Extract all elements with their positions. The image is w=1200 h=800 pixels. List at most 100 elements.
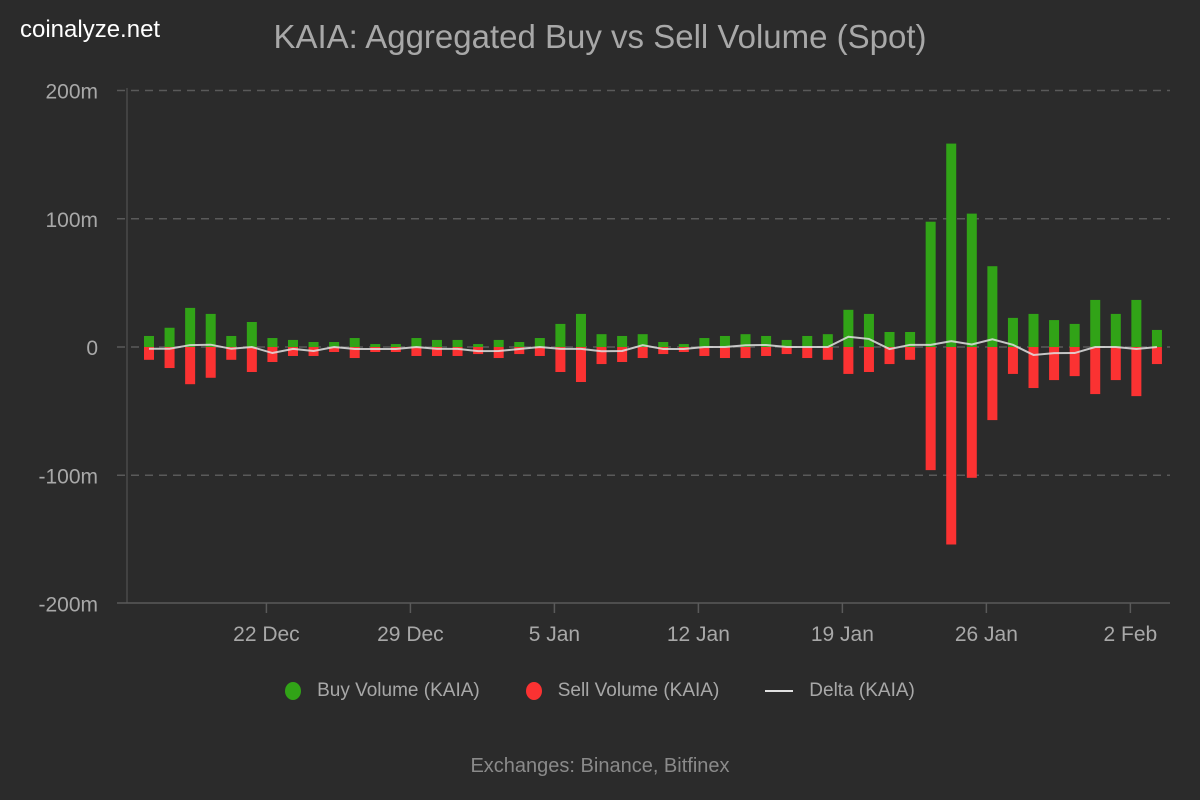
buy-bar: [740, 334, 751, 347]
sell-bar: [658, 347, 669, 355]
buy-bar: [1049, 320, 1060, 347]
sell-bar: [452, 347, 463, 356]
buy-bar: [1007, 317, 1018, 347]
legend-item-sell[interactable]: Sell Volume (KAIA): [525, 680, 720, 702]
buy-bar: [843, 309, 854, 347]
buy-bar: [946, 143, 957, 347]
buy-bar: [370, 344, 381, 347]
buy-bar: [452, 339, 463, 347]
buy-bar: [246, 321, 257, 347]
buy-bar: [534, 338, 545, 347]
buy-bar: [863, 313, 874, 347]
buy-bar: [637, 334, 648, 347]
sell-bar: [1131, 347, 1142, 397]
sell-bar: [267, 347, 278, 363]
buy-bar: [555, 323, 566, 347]
buy-bar: [802, 335, 813, 347]
sell-bar: [349, 347, 360, 359]
x-tick-label: 2 Feb: [1104, 623, 1158, 646]
y-tick-label: -200m: [38, 594, 98, 617]
sell-bar: [596, 347, 607, 365]
sell-bar: [411, 347, 422, 356]
x-tick-label: 5 Jan: [529, 623, 580, 646]
buy-bar: [287, 339, 298, 347]
x-tick-label: 26 Jan: [955, 623, 1018, 646]
buy-bar: [308, 341, 319, 347]
legend-sell-label: Sell Volume (KAIA): [557, 680, 720, 701]
sell-bar: [822, 347, 833, 360]
buy-bar: [1131, 299, 1142, 347]
buy-bar: [1090, 299, 1101, 347]
sell-bar: [287, 347, 298, 356]
sell-bar: [493, 347, 504, 359]
buy-bar: [185, 307, 196, 347]
y-tick-label: 200m: [45, 81, 98, 104]
sell-bar: [185, 347, 196, 385]
sell-bar: [781, 347, 792, 355]
legend-delta-swatch: [765, 690, 794, 692]
buy-bar: [411, 338, 422, 347]
sell-bar: [205, 347, 216, 378]
sell-bar: [802, 347, 813, 359]
sell-bar: [1049, 347, 1060, 381]
x-tick-label: 12 Jan: [667, 623, 730, 646]
sell-bar: [966, 347, 977, 478]
y-tick-label: 100m: [45, 209, 98, 232]
sell-bar: [740, 347, 751, 359]
brand-logo[interactable]: coinalyze.net: [20, 16, 161, 43]
buy-bar: [699, 338, 710, 347]
buy-bar: [1110, 313, 1121, 347]
sell-bar: [843, 347, 854, 374]
sell-bar: [1069, 347, 1080, 377]
x-tick-label: 22 Dec: [233, 623, 300, 646]
y-tick-label: 0: [86, 337, 98, 360]
buy-bar: [1151, 329, 1162, 347]
x-tick-label: 29 Dec: [377, 623, 444, 646]
chart-title: KAIA: Aggregated Buy vs Sell Volume (Spo…: [0, 18, 1200, 56]
buy-bar: [1069, 323, 1080, 347]
legend-item-buy[interactable]: Buy Volume (KAIA): [285, 680, 480, 702]
sell-bar: [905, 347, 916, 360]
sell-bar: [144, 347, 154, 360]
legend-item-delta[interactable]: Delta (KAIA): [765, 680, 915, 702]
sell-bar: [514, 347, 525, 355]
buy-bar: [781, 339, 792, 347]
buy-bar: [493, 339, 504, 347]
buy-bar: [575, 313, 586, 347]
sell-bar: [226, 347, 237, 360]
sell-bar: [534, 347, 545, 356]
buy-bar: [164, 327, 175, 347]
buy-bar: [1028, 313, 1039, 347]
buy-bar: [226, 335, 237, 347]
legend-buy-label: Buy Volume (KAIA): [317, 680, 480, 701]
buy-bar: [205, 313, 216, 347]
buy-bar: [144, 335, 154, 347]
buy-bar: [987, 266, 998, 347]
x-tick-label: 19 Jan: [811, 623, 874, 646]
sell-bar: [246, 347, 257, 373]
delta-line: [149, 335, 1158, 356]
sell-bar: [1007, 347, 1018, 374]
sell-bar: [987, 347, 998, 421]
buy-bar: [596, 334, 607, 347]
buy-bar: [431, 339, 442, 347]
exchanges-note: Exchanges: Binance, Bitfinex: [470, 755, 730, 777]
sell-bar: [884, 347, 895, 365]
sell-bar: [555, 347, 566, 373]
chart-title-text: KAIA: Aggregated Buy vs Sell Volume (Spo…: [273, 18, 927, 55]
sell-bar: [925, 347, 936, 471]
sell-bar: [1110, 347, 1121, 381]
buy-bar: [925, 221, 936, 347]
y-tick-label: -100m: [38, 465, 98, 488]
buy-bar: [884, 331, 895, 347]
sell-bar: [761, 347, 772, 356]
sell-bar: [575, 347, 586, 383]
sell-bar: [1151, 347, 1162, 365]
legend-buy-swatch: [285, 682, 302, 700]
buy-bar: [514, 341, 525, 347]
sell-bar: [637, 347, 648, 359]
sell-bar: [719, 347, 730, 359]
buy-bar: [822, 334, 833, 347]
sell-bar: [617, 347, 628, 363]
sell-bar: [431, 347, 442, 356]
